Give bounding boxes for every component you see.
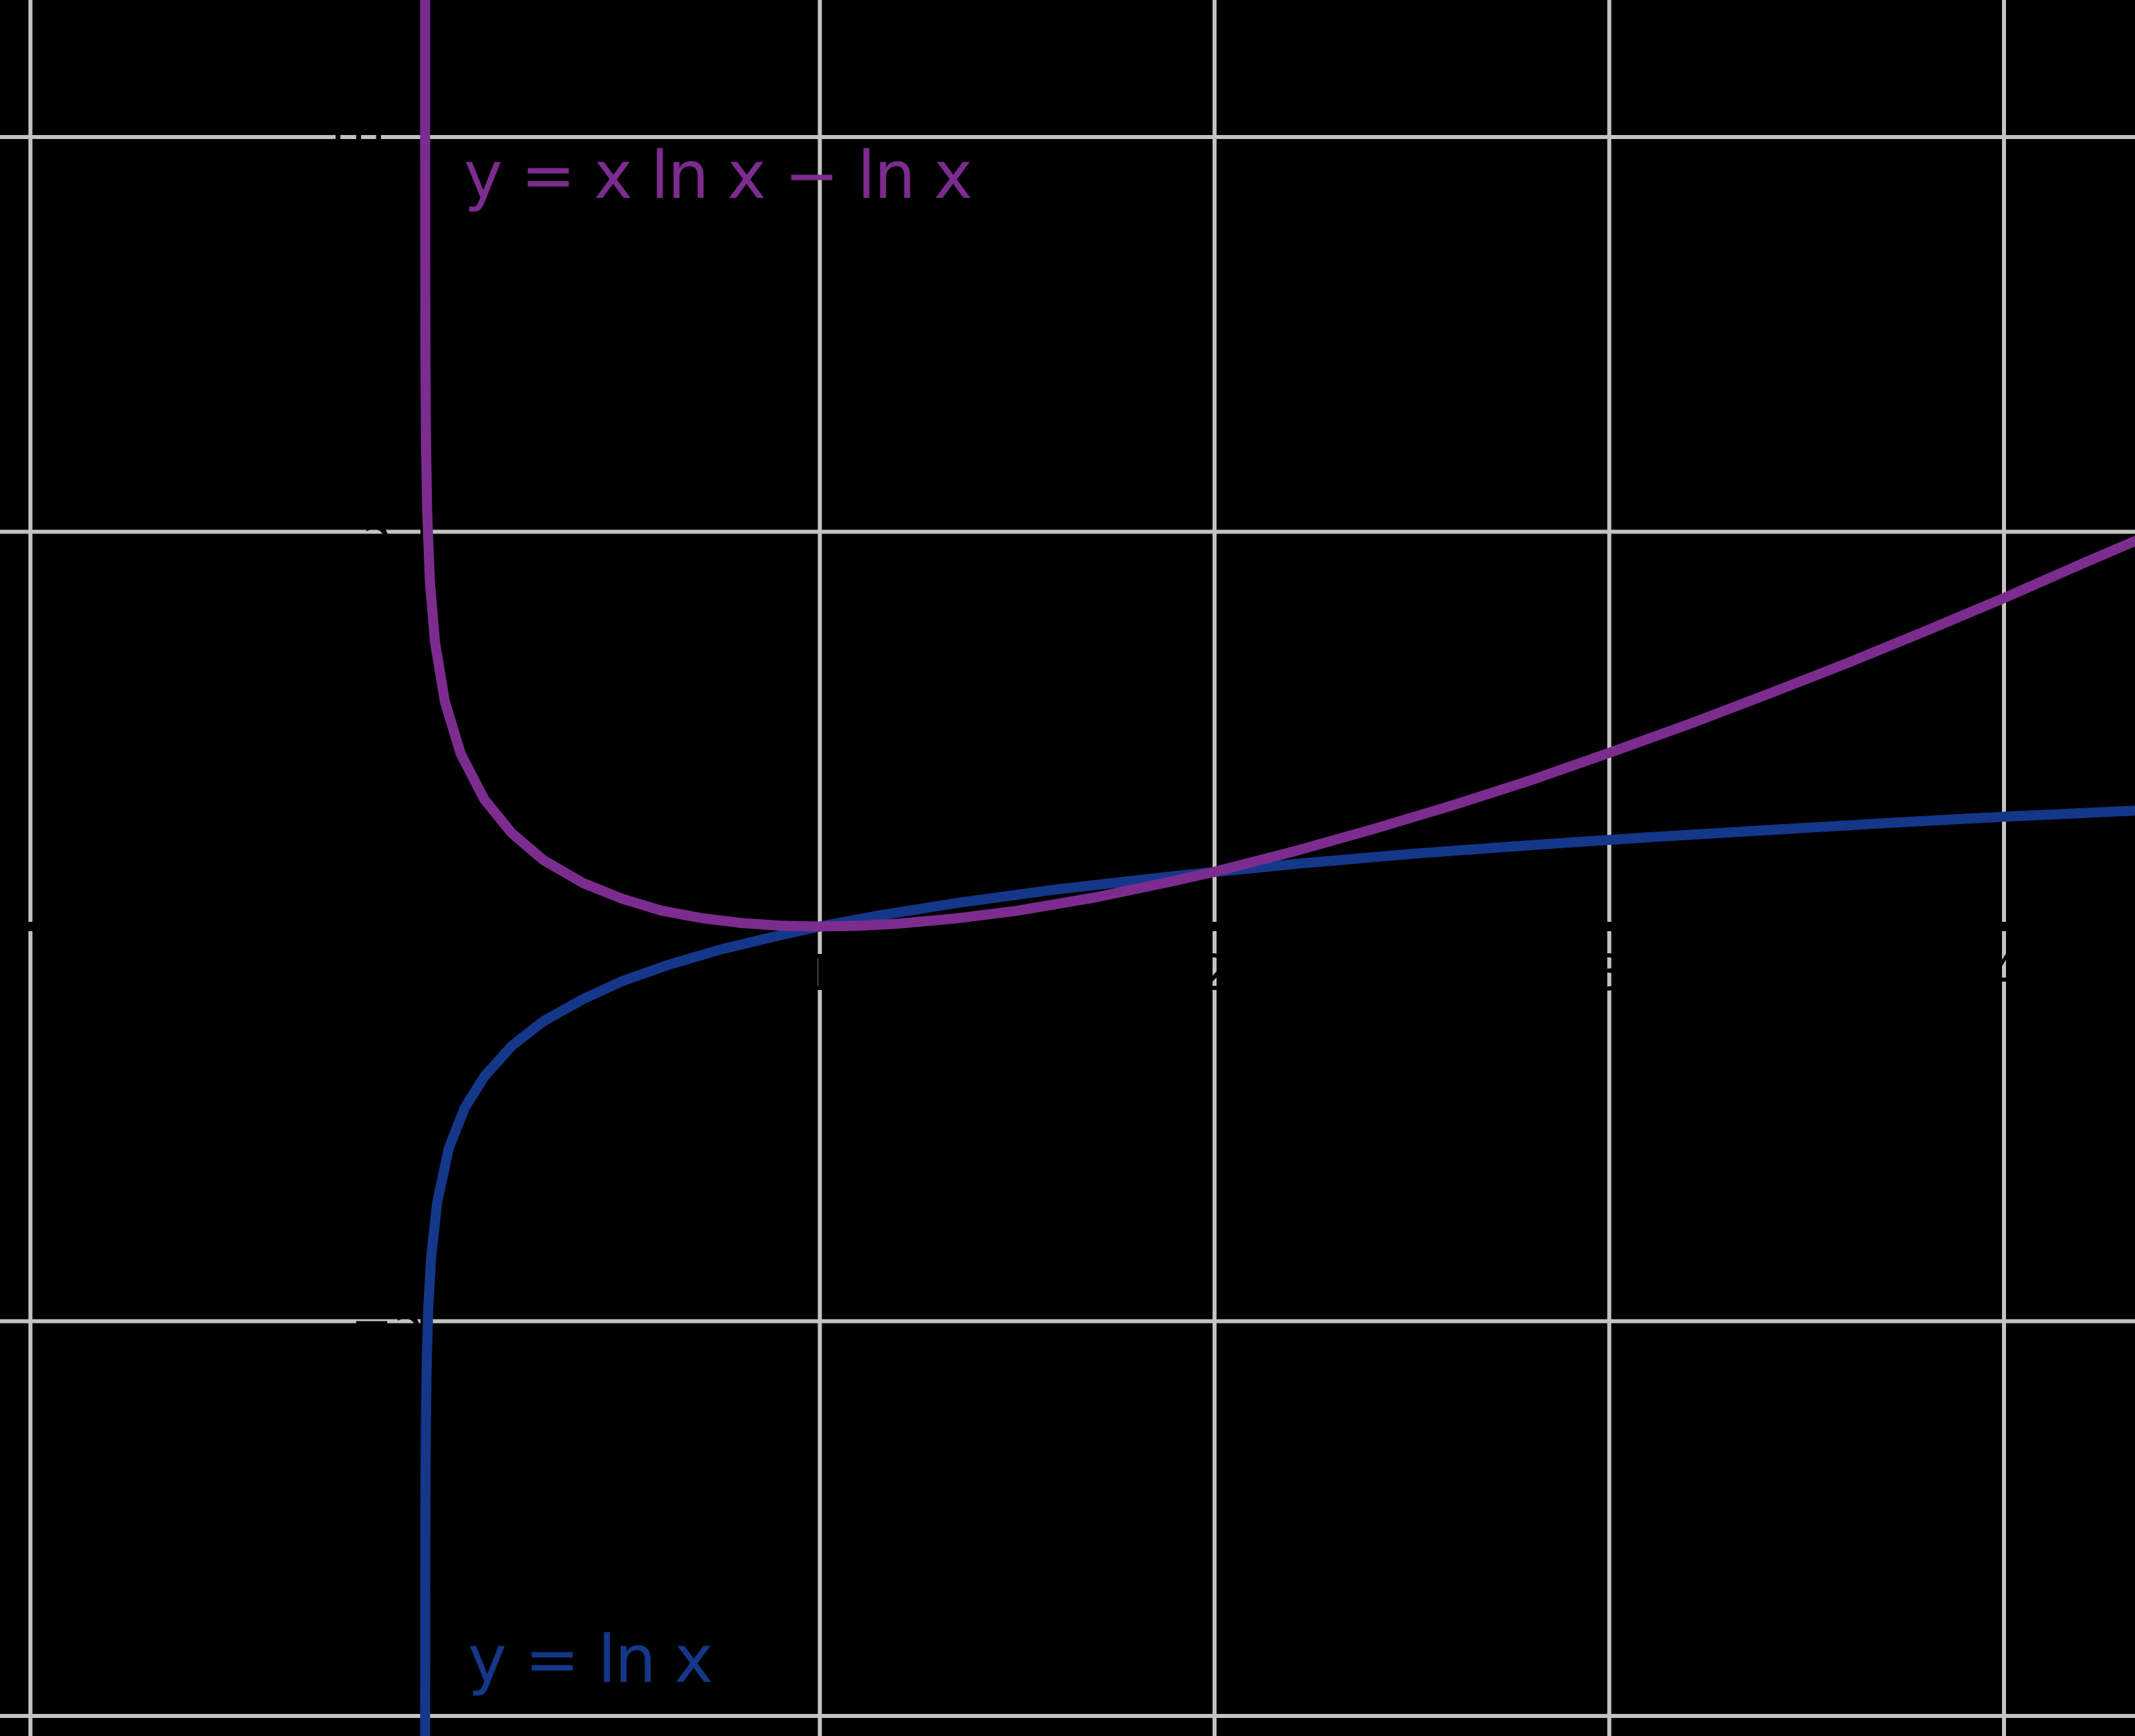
curve-label-ln-x: y = ln x — [468, 1622, 712, 1698]
y-tick-label: −5 — [351, 1293, 424, 1351]
x-tick-label: 4 — [1988, 945, 2019, 1002]
y-tick-label: 5 — [361, 504, 392, 562]
y-tick-label: 10 — [322, 109, 384, 166]
curve-label-x-ln-x-minus-ln-x: y = x ln x − ln x — [464, 138, 971, 214]
curve-ln-x — [420, 805, 2135, 1736]
x-tick-label: 3 — [1594, 945, 1625, 1002]
x-tick-label: 1 — [804, 945, 836, 1002]
curve-x-ln-x-minus-ln-x — [420, 0, 2135, 932]
tick-labels-group: 1 2 3 4 10 5 −5 — [322, 109, 2020, 1351]
curves-group — [420, 0, 2135, 1736]
x-tick-label: 2 — [1199, 945, 1230, 1002]
